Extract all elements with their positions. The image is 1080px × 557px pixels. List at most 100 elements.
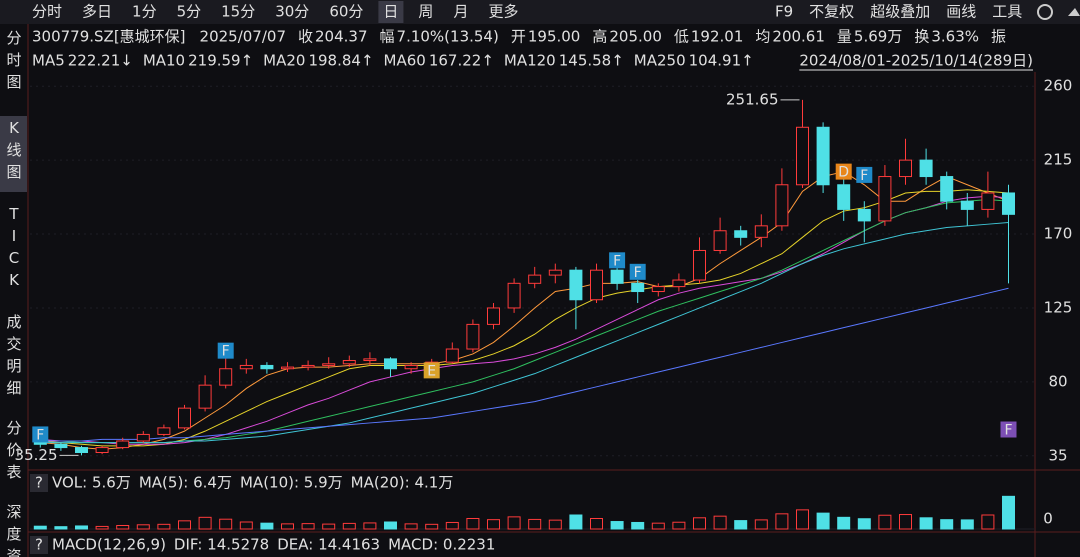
volume-bar [425, 523, 439, 530]
ma-line [40, 189, 1009, 447]
toolbar-tab[interactable]: 30分 [275, 3, 309, 21]
panel-header: MACD: 0.2231 [388, 536, 495, 554]
candle-body [713, 230, 727, 251]
legend-value: 219.59↑ [188, 52, 253, 70]
event-marker[interactable] [856, 166, 873, 183]
toolbar-tab[interactable]: 更多 [488, 3, 518, 21]
event-marker[interactable] [32, 426, 49, 443]
volume-bar [528, 518, 542, 530]
candle-body [899, 159, 912, 178]
sidebar-selected-bg [0, 116, 27, 192]
panel-header: MA(5): 6.4万 [139, 474, 232, 492]
field-value: 5.69万 [854, 28, 902, 46]
volume-bar [445, 521, 459, 530]
toolbar-tab[interactable]: 日 [383, 3, 398, 21]
event-marker[interactable] [1000, 421, 1017, 438]
event-marker[interactable] [629, 263, 646, 280]
selected-tab-bg [378, 1, 404, 23]
event-marker[interactable] [217, 342, 234, 359]
volume-bar [734, 520, 748, 530]
event-marker[interactable] [423, 362, 440, 379]
volume-bar [857, 518, 871, 530]
quote-date: 2025/07/07 [200, 28, 286, 46]
candle-body [445, 348, 459, 363]
volume-bar [157, 523, 171, 530]
toolbar-button[interactable]: 超级叠加 [870, 3, 930, 21]
candle-body [75, 447, 88, 454]
legend-name: MA120 [504, 52, 556, 70]
toolbar-button[interactable]: F9 [775, 3, 793, 21]
ma-line [40, 199, 1009, 444]
panel-header: MA(10): 5.9万 [240, 474, 343, 492]
candle-body [919, 159, 933, 178]
volume-bar [651, 522, 665, 530]
sidebar-tab[interactable]: 分时图 [6, 29, 21, 91]
field-value: 200.61 [772, 28, 825, 46]
event-marker-label: F [1004, 423, 1012, 439]
candle-body [54, 443, 68, 449]
candle-body [569, 269, 583, 301]
candle-body [322, 363, 336, 366]
help-button[interactable] [30, 536, 48, 554]
event-marker[interactable] [609, 252, 626, 269]
volume-bar [713, 515, 727, 530]
y-tick-label: 80 [1048, 372, 1067, 390]
volume-bar [507, 516, 521, 530]
candle-body [651, 286, 665, 293]
sidebar-tab[interactable]: 分价表 [6, 419, 21, 481]
volume-bar [590, 518, 603, 530]
field-label: 均 [755, 28, 770, 46]
candle-body [610, 269, 624, 284]
event-marker[interactable] [835, 163, 852, 180]
field-value: 195.00 [528, 28, 581, 46]
candle-body [301, 364, 315, 368]
toolbar-tab[interactable]: 5分 [177, 3, 202, 21]
settings-icon[interactable] [1037, 4, 1053, 20]
panel-header: MA(20): 4.1万 [351, 474, 454, 492]
candle-body [157, 427, 171, 435]
field-label: 振 [991, 28, 1006, 46]
date-range[interactable]: 2024/08/01-2025/10/14(289日) [799, 52, 1033, 70]
volume-bar [548, 519, 562, 530]
legend-name: MA60 [384, 52, 426, 70]
volume-bar [899, 514, 912, 530]
toolbar-button[interactable]: 画线 [946, 3, 976, 21]
volume-bar [796, 509, 809, 530]
toolbar-tab[interactable]: 周 [418, 3, 433, 21]
panel-header: DEA: 14.4163 [277, 536, 380, 554]
toolbar-tab[interactable]: 分时 [32, 3, 62, 21]
field-label: 量 [837, 28, 852, 46]
candle-body [528, 274, 542, 284]
volume-bar [919, 517, 933, 530]
volume-bar [693, 517, 706, 530]
volume-bar [940, 519, 954, 530]
toolbar-button[interactable]: 不复权 [809, 3, 854, 21]
field-label: 低 [674, 28, 689, 46]
toolbar-tab[interactable]: 1分 [132, 3, 157, 21]
toolbar-button[interactable]: 工具 [992, 3, 1022, 21]
y-tick-label: 215 [1044, 151, 1073, 169]
expand-icon[interactable] [1068, 8, 1080, 16]
candle-body [981, 192, 995, 210]
candle-body [239, 364, 253, 370]
candle-body [590, 269, 603, 301]
toolbar-tab[interactable]: 多日 [82, 3, 112, 21]
volume-bar [754, 519, 768, 530]
volume-bar [116, 525, 130, 530]
toolbar-tab[interactable]: 15分 [221, 3, 255, 21]
toolbar-tab[interactable]: 月 [453, 3, 468, 21]
event-marker-label: F [222, 344, 230, 360]
sidebar-tab[interactable]: 成交明细 [6, 313, 21, 397]
sidebar-tab[interactable]: K 线图 [6, 119, 21, 181]
volume-bar [878, 514, 892, 530]
event-marker-label: E [427, 363, 436, 379]
sidebar-tab[interactable]: 深度资 [6, 503, 21, 557]
stock-code: 300779.SZ[惠城环保] [32, 28, 186, 46]
annotation: 35.25 [15, 446, 58, 464]
help-button[interactable] [30, 474, 48, 492]
candle-body [281, 366, 294, 370]
volume-bar [136, 524, 150, 530]
toolbar-tab[interactable]: 60分 [329, 3, 363, 21]
